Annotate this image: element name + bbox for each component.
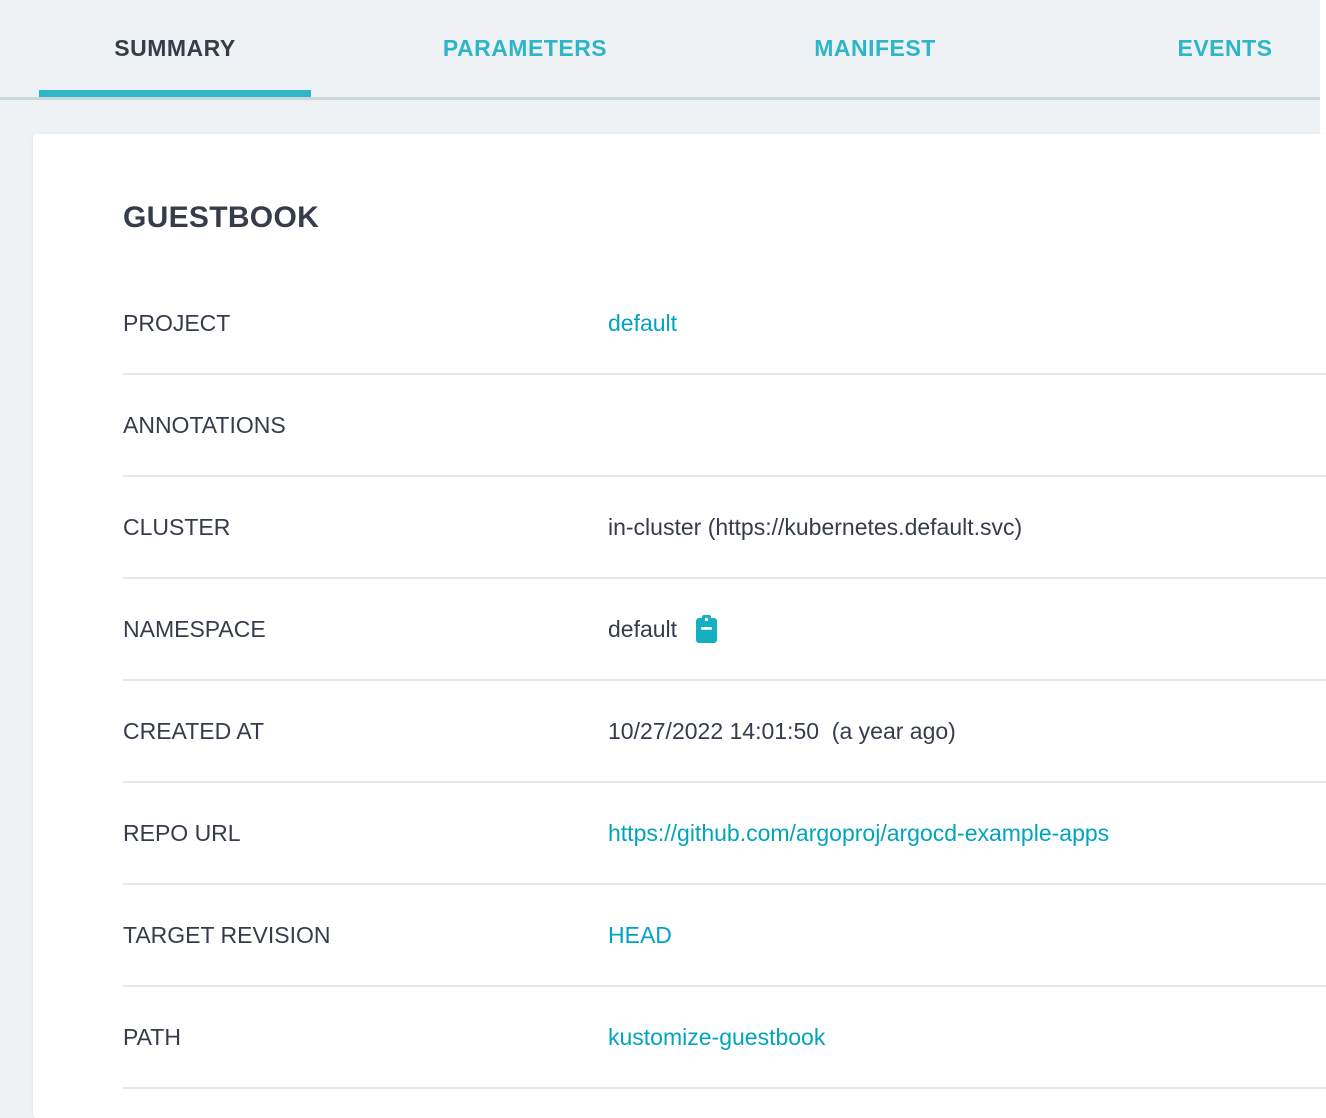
tab-parameters[interactable]: PARAMETERS — [350, 0, 700, 97]
clipboard-icon[interactable] — [696, 615, 718, 643]
summary-card: GUESTBOOK PROJECT default ANNOTATIONS CL… — [33, 134, 1326, 1118]
summary-row-cluster: CLUSTER in-cluster (https://kubernetes.d… — [123, 477, 1326, 579]
summary-row-repo-url: REPO URL https://github.com/argoproj/arg… — [123, 783, 1326, 885]
summary-row-annotations: ANNOTATIONS — [123, 375, 1326, 477]
tab-bar: SUMMARY PARAMETERS MANIFEST EVENTS — [0, 0, 1326, 100]
created-at-value: 10/27/2022 14:01:50 (a year ago) — [608, 717, 956, 744]
row-label: TARGET REVISION — [123, 921, 331, 948]
row-label: PROJECT — [123, 309, 231, 336]
path-link[interactable]: kustomize-guestbook — [608, 1023, 826, 1050]
tab-events[interactable]: EVENTS — [1050, 0, 1326, 97]
tab-manifest-label: MANIFEST — [814, 35, 936, 61]
summary-row-namespace: NAMESPACE default — [123, 579, 1326, 681]
row-label: CLUSTER — [123, 513, 231, 540]
row-label: REPO URL — [123, 819, 241, 846]
row-label: NAMESPACE — [123, 615, 266, 642]
row-label: PATH — [123, 1023, 181, 1050]
active-tab-indicator — [39, 90, 311, 97]
tab-bar-inner: SUMMARY PARAMETERS MANIFEST EVENTS — [0, 0, 1326, 97]
project-link[interactable]: default — [608, 309, 678, 336]
tab-summary[interactable]: SUMMARY — [0, 0, 350, 97]
summary-row-target-revision: TARGET REVISION HEAD — [123, 885, 1326, 987]
summary-rows: PROJECT default ANNOTATIONS CLUSTER in-c… — [123, 273, 1326, 1089]
summary-row-created-at: CREATED AT 10/27/2022 14:01:50 (a year a… — [123, 681, 1326, 783]
row-label: ANNOTATIONS — [123, 411, 286, 438]
scrollbar-track — [1320, 0, 1326, 134]
summary-row-project: PROJECT default — [123, 273, 1326, 375]
tab-manifest[interactable]: MANIFEST — [700, 0, 1050, 97]
row-label: CREATED AT — [123, 717, 264, 744]
cluster-value: in-cluster (https://kubernetes.default.s… — [608, 513, 1023, 540]
tab-events-label: EVENTS — [1177, 35, 1273, 61]
repo-url-link[interactable]: https://github.com/argoproj/argocd-examp… — [608, 819, 1110, 846]
tab-parameters-label: PARAMETERS — [442, 35, 608, 61]
app-title: GUESTBOOK — [123, 201, 320, 234]
target-revision-link[interactable]: HEAD — [608, 921, 672, 948]
summary-row-path: PATH kustomize-guestbook — [123, 987, 1326, 1089]
tab-summary-label: SUMMARY — [114, 35, 236, 61]
namespace-value: default — [608, 615, 678, 642]
